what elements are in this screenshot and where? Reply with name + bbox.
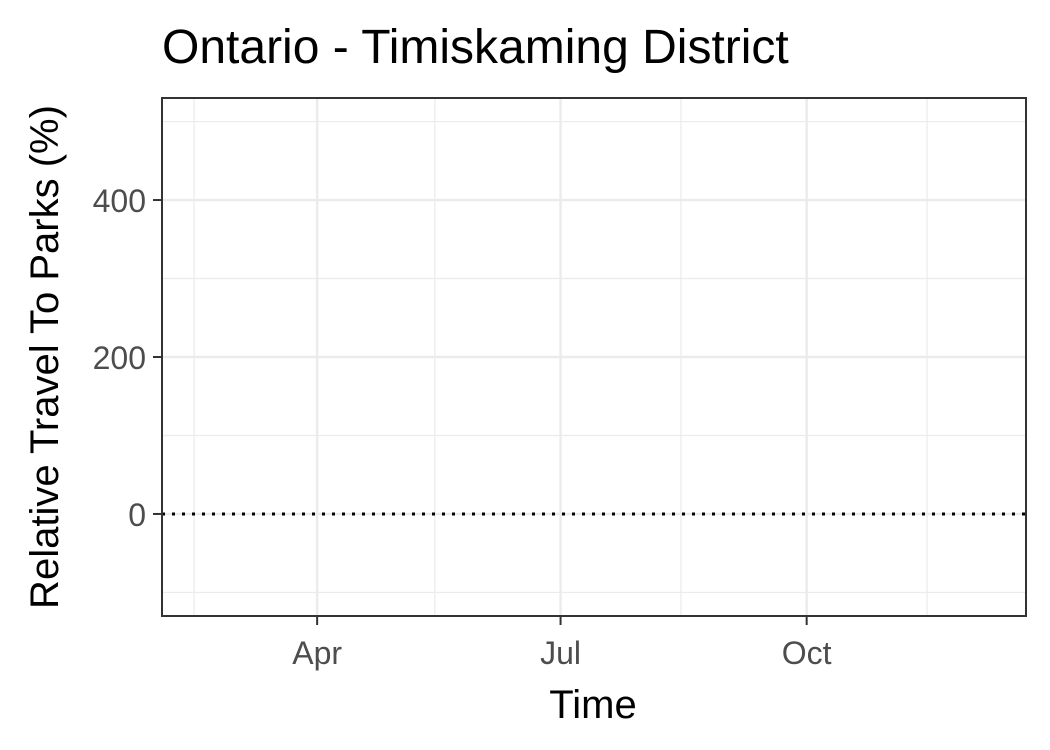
x-tick-label: Apr bbox=[292, 635, 342, 671]
y-tick-label: 400 bbox=[93, 183, 146, 219]
y-tick-label: 200 bbox=[93, 340, 146, 376]
y-axis: 0 200 400 bbox=[93, 183, 162, 533]
chart-title: Ontario - Timiskaming District bbox=[162, 21, 789, 74]
x-axis-title: Time bbox=[549, 683, 636, 727]
y-tick-label: 0 bbox=[128, 497, 146, 533]
x-axis: Apr Jul Oct bbox=[292, 616, 832, 671]
y-axis-title: Relative Travel To Parks (%) bbox=[23, 105, 67, 609]
x-tick-label: Oct bbox=[782, 635, 832, 671]
major-gridlines bbox=[162, 98, 1026, 616]
x-tick-label: Jul bbox=[540, 635, 581, 671]
